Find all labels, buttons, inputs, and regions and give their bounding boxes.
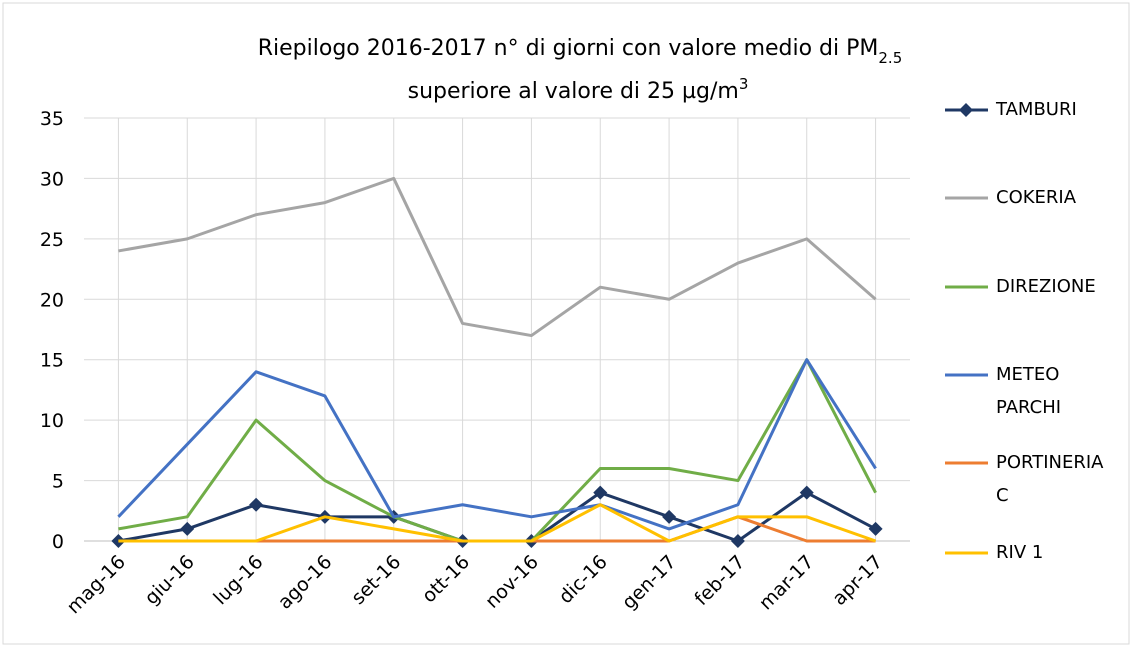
title-line: superiore al valore di 25 µg/m bbox=[408, 79, 739, 104]
y-tick-label: 10 bbox=[40, 410, 64, 432]
y-tick-label: 30 bbox=[40, 168, 64, 190]
legend-label: PORTINERIA C bbox=[996, 452, 1104, 506]
point-marker bbox=[730, 534, 745, 548]
chart-title: superiore al valore di 25 µg/m3 bbox=[408, 75, 749, 104]
title-line: Riepilogo 2016-2017 n° di giorni con val… bbox=[258, 36, 879, 61]
legend-label: DIREZIONE bbox=[996, 276, 1096, 297]
series-line bbox=[118, 503, 877, 543]
title-subscript: 2.5 bbox=[878, 49, 902, 67]
y-tick-label: 25 bbox=[40, 229, 64, 251]
point-marker bbox=[662, 509, 677, 524]
legend-marker bbox=[959, 103, 973, 117]
series-line bbox=[118, 176, 877, 338]
y-tick-label: 35 bbox=[40, 108, 64, 130]
y-tick-label: 5 bbox=[52, 471, 64, 493]
chart-title: Riepilogo 2016-2017 n° di giorni con val… bbox=[258, 36, 903, 67]
point-marker bbox=[180, 521, 195, 536]
point-marker bbox=[593, 485, 608, 500]
series-line bbox=[117, 358, 877, 531]
y-tick-label: 0 bbox=[52, 531, 64, 553]
legend-label: TAMBURI bbox=[996, 99, 1077, 120]
y-tick-label: 15 bbox=[40, 350, 64, 372]
point-marker bbox=[799, 485, 814, 500]
title-superscript: 3 bbox=[739, 75, 749, 93]
point-marker bbox=[249, 497, 264, 512]
legend-label: COKERIA bbox=[996, 187, 1077, 208]
legend-label: METEO PARCHI bbox=[996, 364, 1062, 418]
legend-label: RIV 1 bbox=[996, 542, 1044, 563]
point-marker bbox=[868, 521, 883, 536]
y-tick-label: 20 bbox=[40, 289, 64, 311]
